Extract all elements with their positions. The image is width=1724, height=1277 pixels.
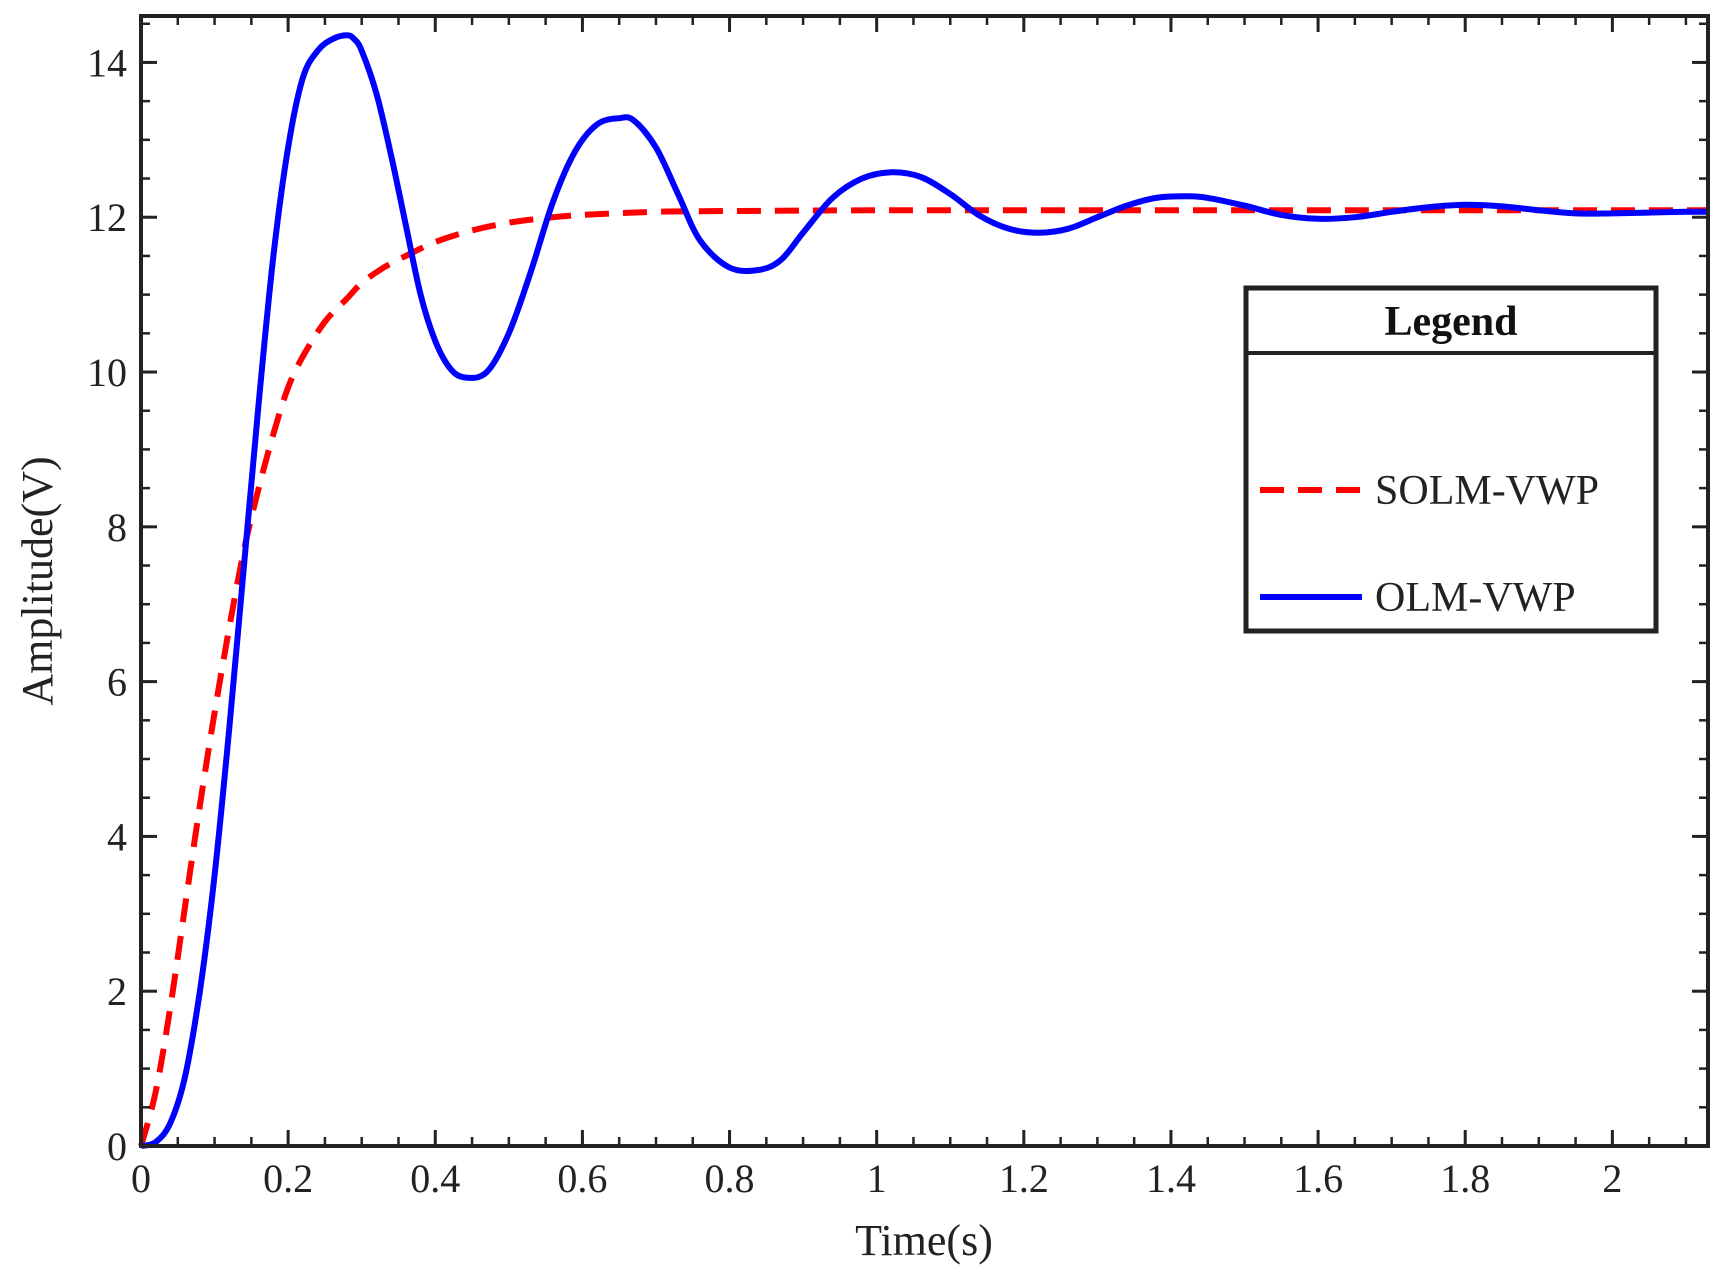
series-line-olm-vwp [140, 32, 1709, 1149]
y-tick-label: 0 [107, 1124, 127, 1169]
x-tick-label: 1.6 [1293, 1156, 1343, 1201]
y-axis-title: Amplitude(V) [13, 456, 62, 705]
series-line-solm-vwp [138, 207, 1708, 1147]
x-tick-label: 0.6 [557, 1156, 607, 1201]
plot-frame [139, 14, 1710, 1148]
y-tick-label: 14 [87, 40, 127, 85]
legend-title: Legend [1384, 299, 1517, 345]
x-tick-label: 1 [867, 1156, 887, 1201]
y-tick-label: 10 [87, 350, 127, 395]
x-tick-label: 0.8 [705, 1156, 755, 1201]
x-tick-label: 0 [131, 1156, 151, 1201]
y-tick-label: 6 [107, 660, 127, 705]
legend-label-solm-vwp: SOLM-VWP [1375, 468, 1599, 514]
legend: Legend SOLM-VWP OLM-VWP [1243, 285, 1659, 634]
x-axis-title: Time(s) [855, 1216, 993, 1265]
x-tick-label: 1.8 [1440, 1156, 1490, 1201]
legend-label-olm-vwp: OLM-VWP [1375, 575, 1576, 621]
x-tick-label: 2 [1602, 1156, 1622, 1201]
legend-box [1243, 285, 1659, 634]
x-tick-label: 0.2 [263, 1156, 313, 1201]
tick-label-layer: 0 0.2 0.4 0.6 0.8 1 1.2 1.4 1.6 1.8 2 0 2 4 6 8 10 12 14 [87, 40, 1622, 1201]
series-layer [138, 32, 1709, 1149]
x-tick-label: 1.4 [1146, 1156, 1196, 1201]
y-tick-label: 4 [107, 814, 127, 859]
y-tick-label: 8 [107, 505, 127, 550]
y-tick-label: 2 [107, 969, 127, 1014]
x-tick-label: 1.2 [999, 1156, 1049, 1201]
y-tick-label: 12 [87, 195, 127, 240]
x-tick-label: 0.4 [410, 1156, 460, 1201]
